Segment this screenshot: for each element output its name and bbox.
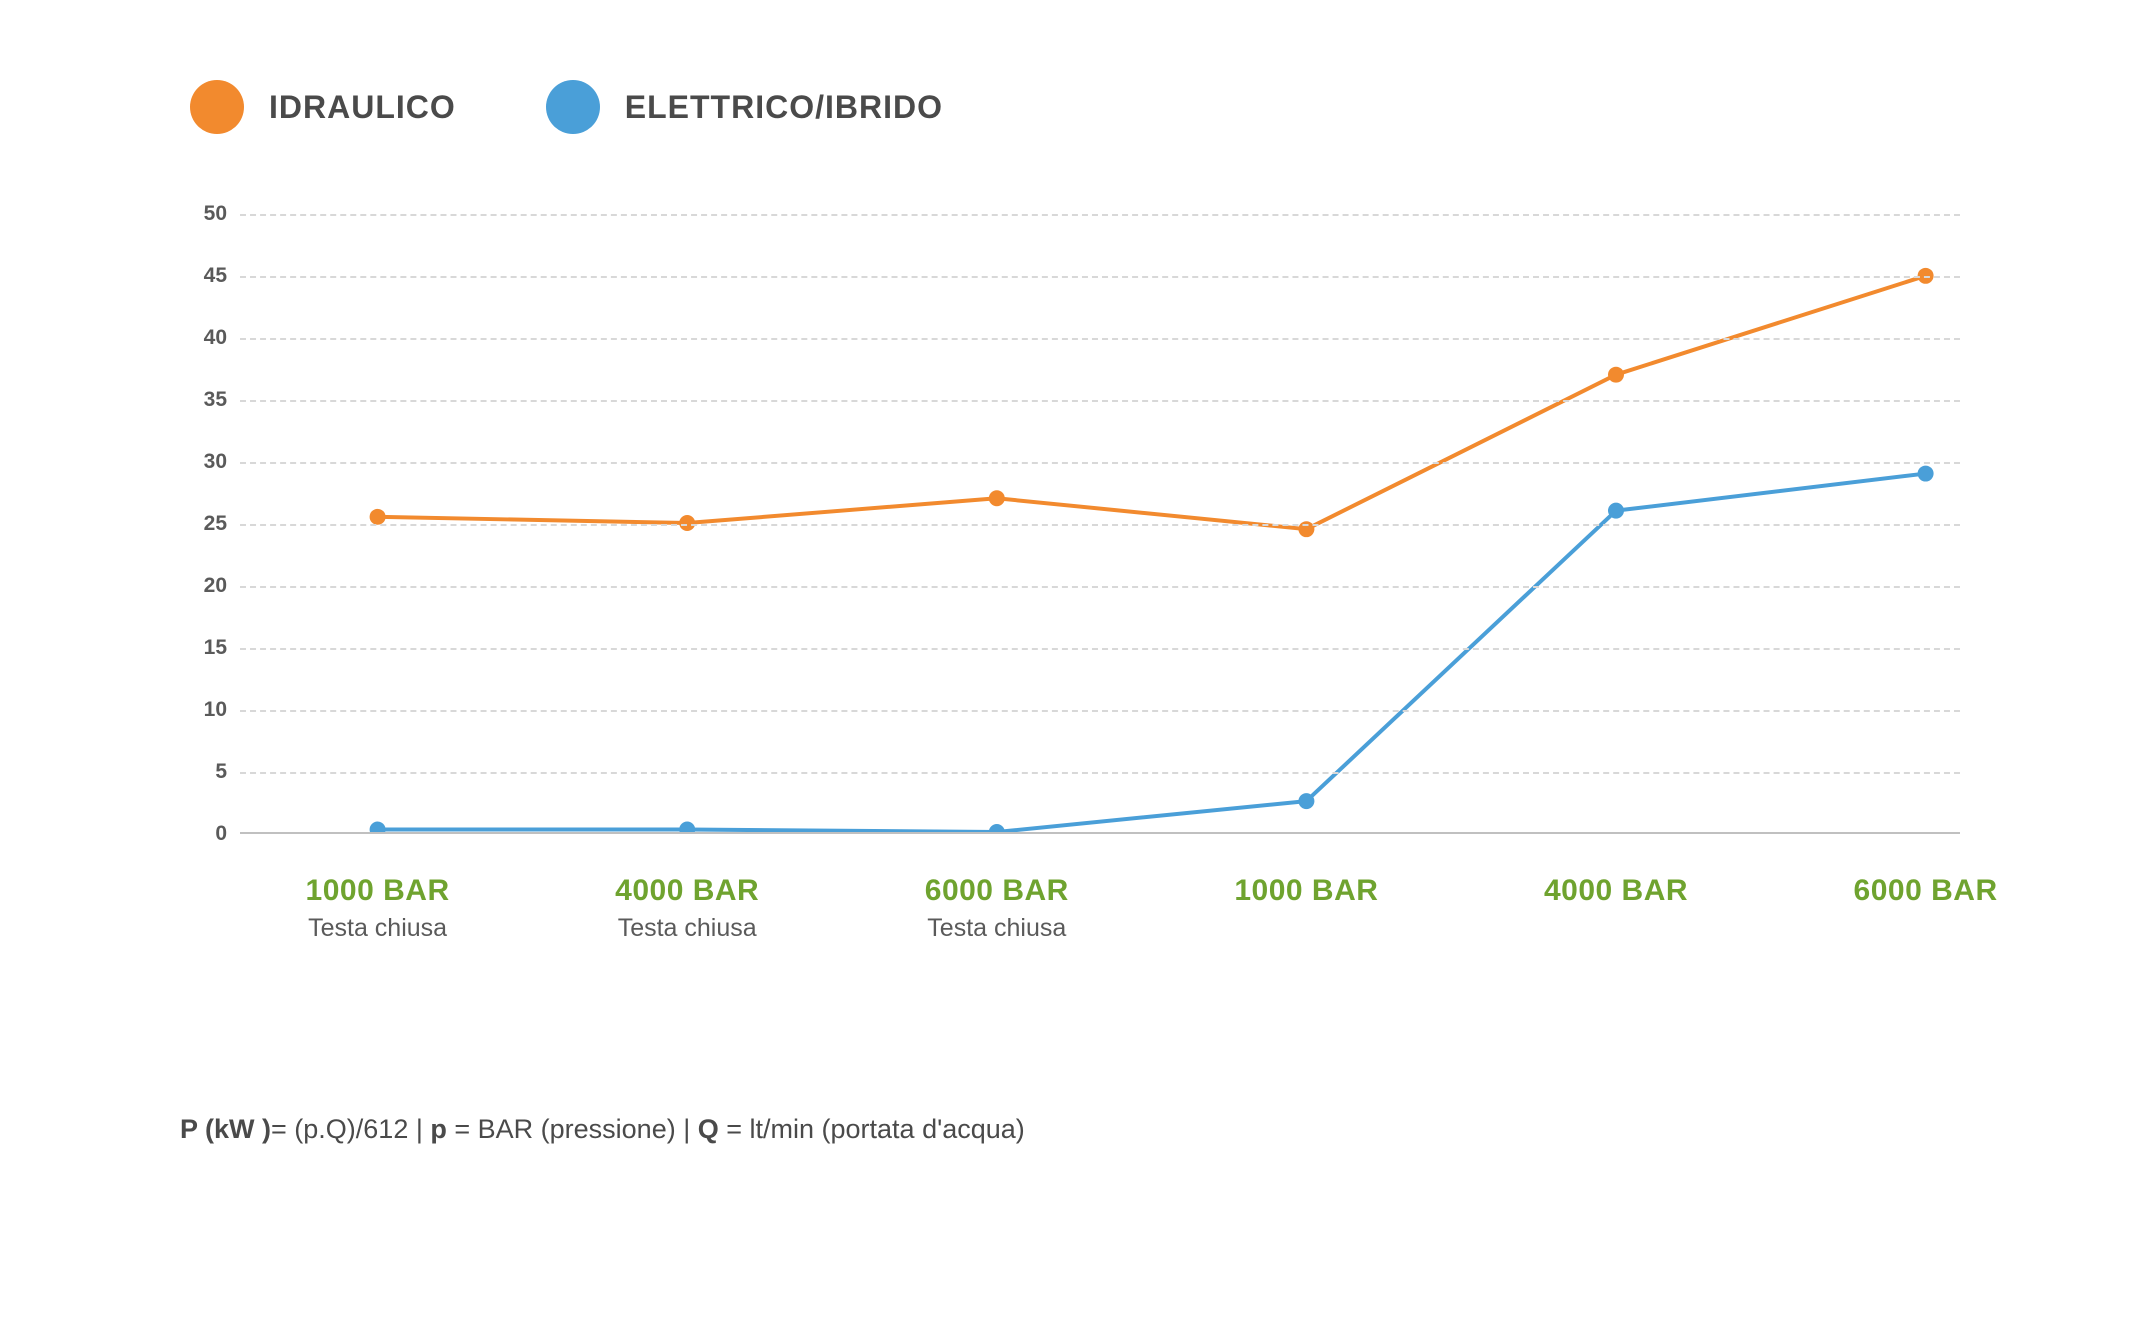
gridline bbox=[240, 524, 1960, 526]
formula-text-part: = (p.Q)/612 | bbox=[271, 1114, 430, 1144]
legend-dot-icon bbox=[546, 80, 600, 134]
x-label-main: 6000 BAR bbox=[925, 874, 1069, 908]
x-axis: 1000 BAR Testa chiusa 4000 BAR Testa chiusa… bbox=[240, 874, 1960, 974]
formula-text: P (kW )= (p.Q)/612 | p = BAR (pressione)… bbox=[180, 1114, 2010, 1145]
y-axis: 05101520253035404550 bbox=[180, 214, 235, 834]
gridline bbox=[240, 338, 1960, 340]
formula-bold: p bbox=[430, 1114, 447, 1144]
series-marker bbox=[1918, 466, 1934, 482]
legend-label: ELETTRICO/IBRIDO bbox=[625, 89, 943, 126]
gridline bbox=[240, 276, 1960, 278]
plot-svg bbox=[240, 214, 1960, 832]
gridline bbox=[240, 648, 1960, 650]
legend-label: IDRAULICO bbox=[269, 89, 456, 126]
x-label-group: 6000 BAR bbox=[1854, 874, 1998, 908]
y-tick-label: 15 bbox=[204, 636, 227, 660]
plot-area bbox=[240, 214, 1960, 834]
x-label-main: 1000 BAR bbox=[306, 874, 450, 908]
x-label-main: 4000 BAR bbox=[615, 874, 759, 908]
gridline bbox=[240, 462, 1960, 464]
series-line-0 bbox=[378, 276, 1926, 529]
x-label-group: 4000 BAR bbox=[1544, 874, 1688, 908]
series-marker bbox=[1608, 503, 1624, 519]
legend-dot-icon bbox=[190, 80, 244, 134]
series-marker bbox=[370, 822, 386, 832]
gridline bbox=[240, 710, 1960, 712]
legend: IDRAULICO ELETTRICO/IBRIDO bbox=[190, 80, 2010, 134]
line-chart: 05101520253035404550 1000 BARTesta chius… bbox=[180, 214, 1960, 974]
series-marker bbox=[1608, 367, 1624, 383]
gridline bbox=[240, 772, 1960, 774]
x-label-main: 4000 BAR bbox=[1544, 874, 1688, 908]
y-tick-label: 20 bbox=[204, 574, 227, 598]
gridline bbox=[240, 400, 1960, 402]
y-tick-label: 45 bbox=[204, 264, 227, 288]
series-marker bbox=[989, 824, 1005, 832]
formula-bold: Q bbox=[698, 1114, 719, 1144]
series-marker bbox=[679, 822, 695, 832]
formula-text-part: = BAR (pressione) | bbox=[447, 1114, 698, 1144]
gridline bbox=[240, 586, 1960, 588]
x-label-main: 6000 BAR bbox=[1854, 874, 1998, 908]
legend-item-0: IDRAULICO bbox=[190, 80, 456, 134]
x-label-group: 6000 BAR Testa chiusa bbox=[925, 874, 1069, 943]
formula-text-part: = lt/min (portata d'acqua) bbox=[719, 1114, 1025, 1144]
series-marker bbox=[1298, 793, 1314, 809]
x-label-group: 1000 BAR Testa chiusa bbox=[306, 874, 450, 943]
series-marker bbox=[989, 490, 1005, 506]
x-label-sub: Testa chiusa bbox=[306, 914, 450, 943]
y-tick-label: 10 bbox=[204, 698, 227, 722]
y-tick-label: 35 bbox=[204, 388, 227, 412]
x-label-sub: Testa chiusa bbox=[925, 914, 1069, 943]
x-label-group: 1000 BAR bbox=[1234, 874, 1378, 908]
y-tick-label: 40 bbox=[204, 326, 227, 350]
gridline bbox=[240, 214, 1960, 216]
y-tick-label: 25 bbox=[204, 512, 227, 536]
y-tick-label: 5 bbox=[215, 760, 227, 784]
y-tick-label: 0 bbox=[215, 822, 227, 846]
formula-bold: P (kW ) bbox=[180, 1114, 271, 1144]
y-tick-label: 30 bbox=[204, 450, 227, 474]
series-line-1 bbox=[378, 474, 1926, 832]
series-marker bbox=[679, 515, 695, 531]
legend-item-1: ELETTRICO/IBRIDO bbox=[546, 80, 943, 134]
series-marker bbox=[370, 509, 386, 525]
x-label-main: 1000 BAR bbox=[1234, 874, 1378, 908]
x-label-sub: Testa chiusa bbox=[615, 914, 759, 943]
x-label-group: 4000 BAR Testa chiusa bbox=[615, 874, 759, 943]
y-tick-label: 50 bbox=[204, 202, 227, 226]
